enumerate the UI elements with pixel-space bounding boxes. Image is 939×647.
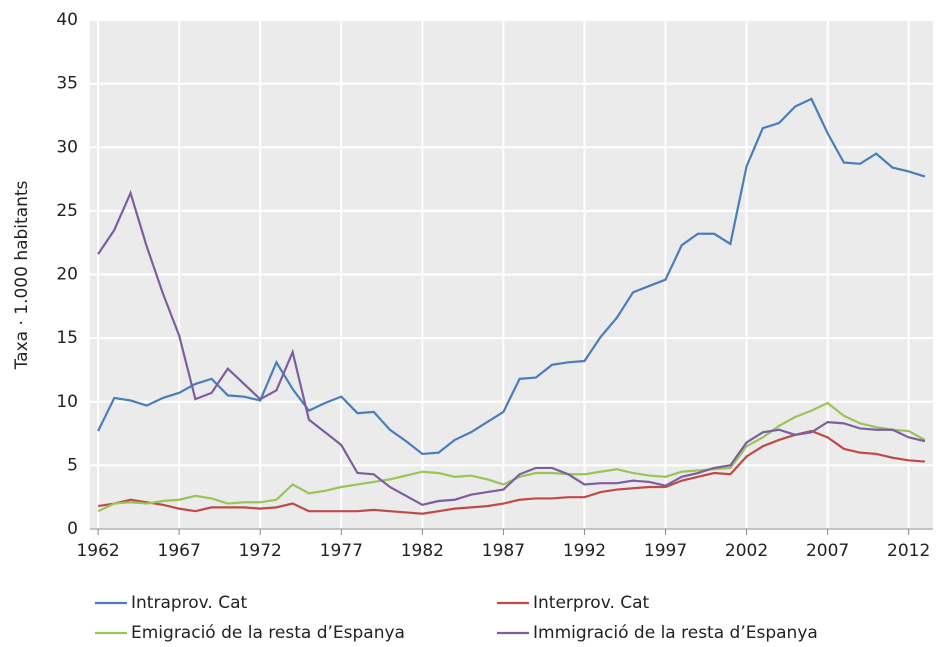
series-line bbox=[97, 429, 925, 515]
y-tick-label: 35 bbox=[56, 74, 78, 94]
y-tick-label: 0 bbox=[67, 519, 78, 539]
legend-label: Intraprov. Cat bbox=[131, 593, 248, 613]
y-tick-label: 30 bbox=[56, 137, 78, 157]
x-tick-label: 1987 bbox=[482, 541, 525, 561]
series-line bbox=[97, 97, 926, 456]
y-axis-label: Taxa · 1.000 habitants bbox=[12, 180, 32, 370]
x-tick-label: 2007 bbox=[806, 541, 849, 561]
x-tick-label: 1992 bbox=[563, 541, 606, 561]
x-tick-label: 1962 bbox=[76, 541, 119, 561]
x-tick-label: 1977 bbox=[320, 541, 363, 561]
x-tick-label: 1997 bbox=[644, 541, 687, 561]
legend-label: Interprov. Cat bbox=[533, 593, 650, 613]
y-tick-label: 5 bbox=[67, 455, 78, 475]
series-line bbox=[97, 189, 926, 506]
legend-label: Emigració de la resta d’Espanya bbox=[131, 623, 405, 643]
y-tick-label: 15 bbox=[56, 328, 78, 348]
y-tick-label: 25 bbox=[56, 201, 78, 221]
x-tick-label: 1972 bbox=[239, 541, 282, 561]
y-tick-label: 20 bbox=[56, 265, 78, 285]
x-tick-label: 2002 bbox=[725, 541, 768, 561]
x-tick-label: 1967 bbox=[158, 541, 201, 561]
x-tick-label: 1982 bbox=[401, 541, 444, 561]
legend-label: Immigració de la resta d’Espanya bbox=[533, 623, 818, 643]
y-tick-label: 40 bbox=[56, 10, 78, 30]
y-tick-label: 10 bbox=[56, 392, 78, 412]
x-tick-label: 2012 bbox=[887, 541, 930, 561]
